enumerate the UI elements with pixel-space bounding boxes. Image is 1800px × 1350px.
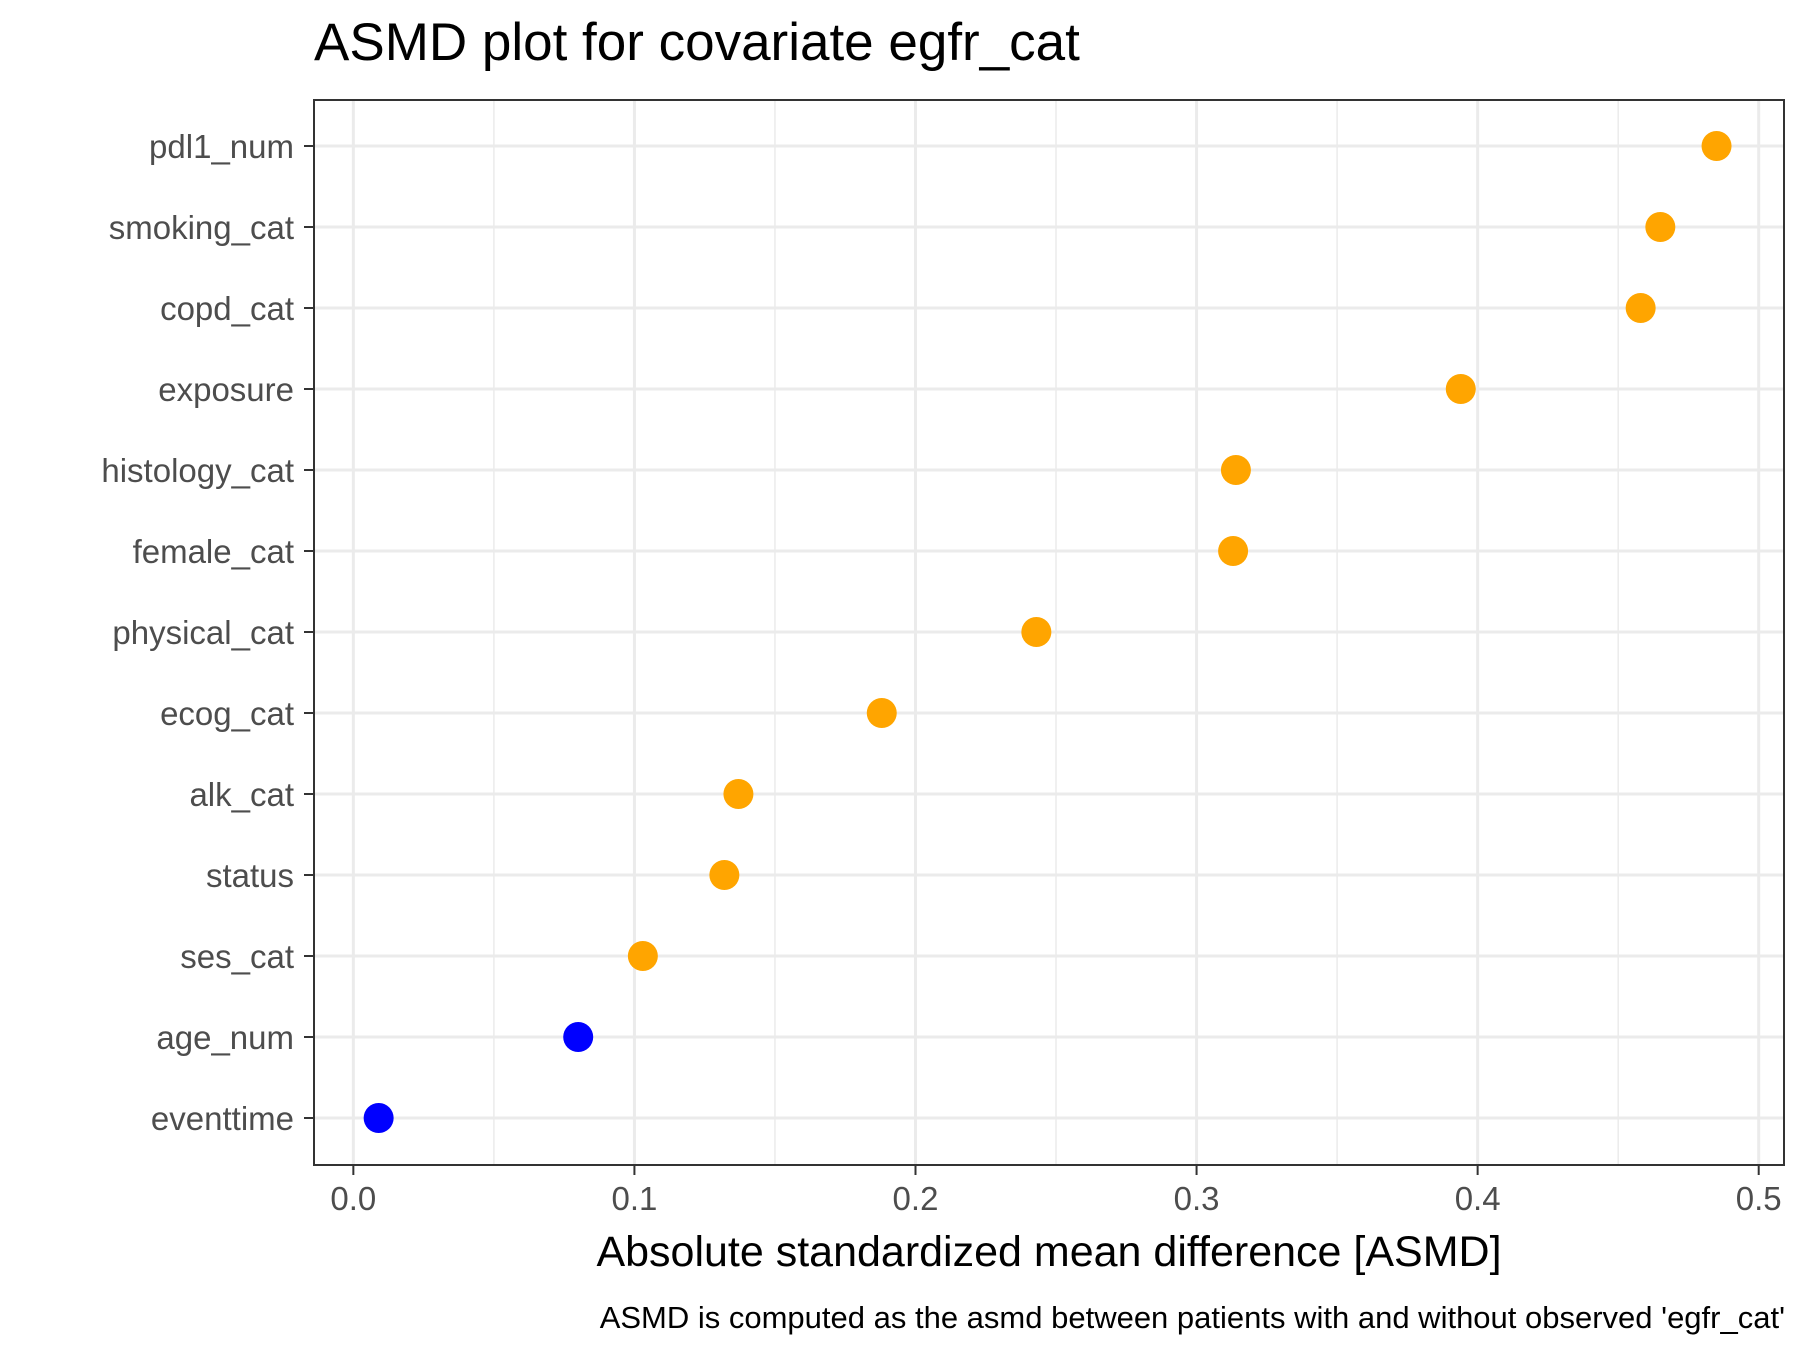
data-point [627, 941, 658, 971]
y-tick-label: copd_cat [160, 290, 294, 327]
data-point [1218, 536, 1249, 566]
x-tick-label: 0.2 [893, 1180, 939, 1217]
x-tick-label: 0.1 [611, 1180, 657, 1217]
data-point [723, 779, 754, 809]
x-tick-label: 0.5 [1736, 1180, 1782, 1217]
x-tick-label: 0.0 [330, 1180, 376, 1217]
labels-layer: 0.0 0.1 0.2 0.3 0.4 0.5 pdl1_num smoking_catcop… [101, 128, 1781, 1217]
data-point [1445, 374, 1476, 404]
y-tick-label: histology_cat [101, 452, 294, 489]
y-tick-label: ses_cat [180, 938, 294, 975]
data-point [1625, 293, 1656, 323]
y-tick-label: ecog_cat [160, 695, 294, 732]
chart-title: ASMD plot for covariate egfr_cat [314, 13, 1080, 72]
x-tick-label: 0.3 [1174, 1180, 1220, 1217]
y-tick-label: eventtime [151, 1100, 294, 1137]
data-point [563, 1022, 594, 1052]
data-point [866, 698, 897, 728]
data-point [1645, 212, 1676, 242]
data-point [1021, 617, 1052, 647]
x-tick-label: 0.4 [1455, 1180, 1501, 1217]
y-tick-label: physical_cat [112, 614, 294, 651]
data-point [1220, 455, 1251, 485]
data-point [709, 860, 740, 890]
chart-caption: ASMD is computed as the asmd between pat… [600, 1300, 1785, 1335]
y-tick-label: status [206, 857, 294, 894]
y-tick-label: female_cat [133, 533, 294, 570]
y-tick-label: age_num [156, 1019, 294, 1056]
data-point [363, 1103, 394, 1133]
points-layer [363, 131, 1732, 1133]
y-tick-label: pdl1_num [149, 128, 294, 165]
ticks-layer [304, 145, 1760, 1175]
data-point [1701, 131, 1732, 161]
y-tick-label: exposure [158, 371, 294, 408]
y-tick-label: alk_cat [189, 776, 294, 813]
x-axis-title: Absolute standardized mean difference [A… [596, 1228, 1501, 1276]
y-tick-label: smoking_cat [109, 209, 294, 246]
